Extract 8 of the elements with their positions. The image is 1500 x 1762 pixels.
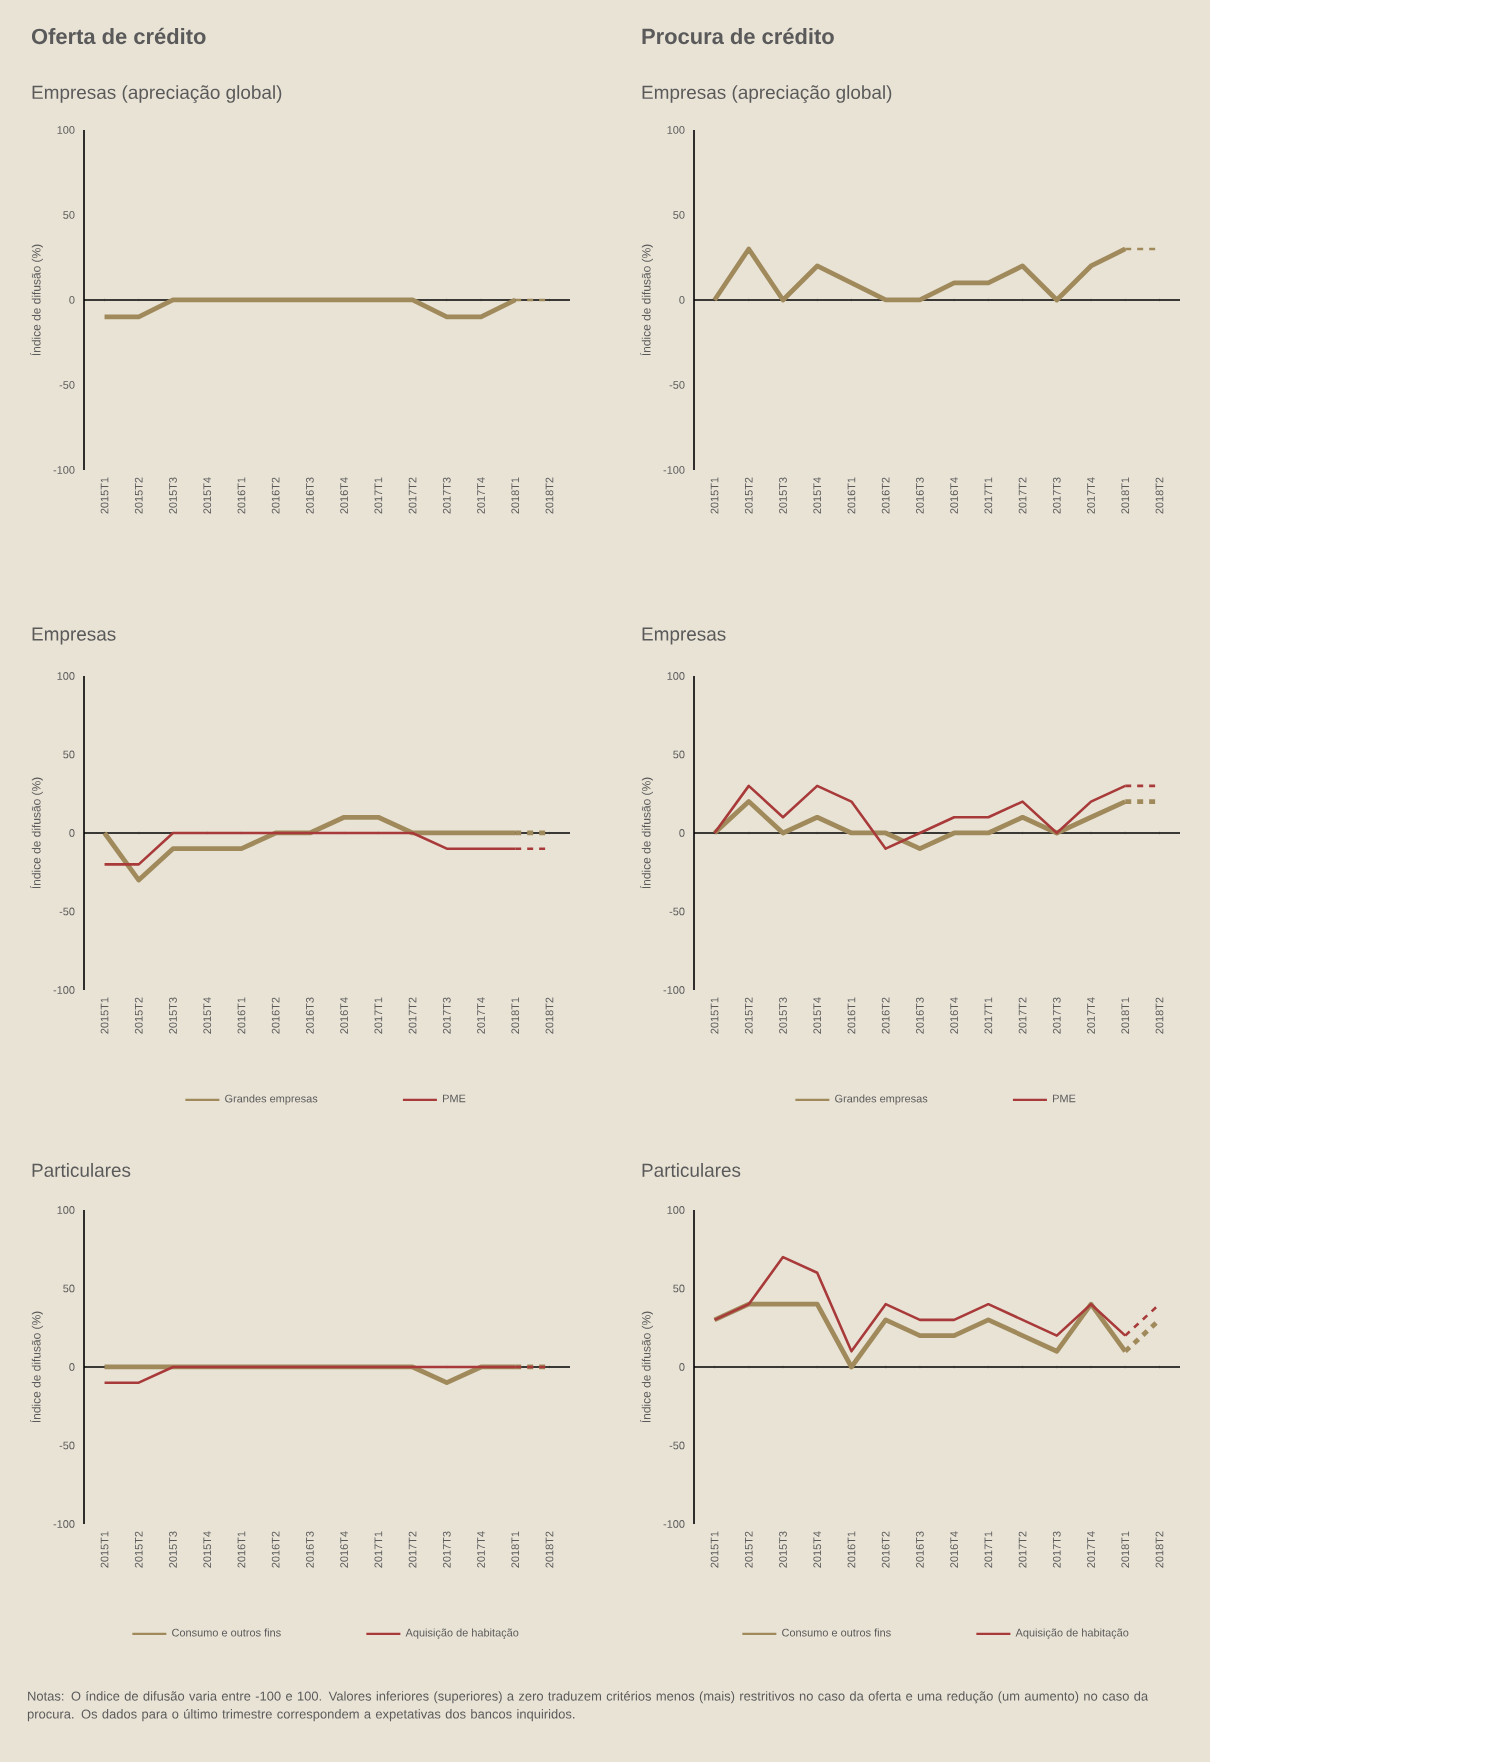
chart-title: Empresas bbox=[32, 627, 116, 645]
chart-title: Empresas bbox=[642, 627, 726, 645]
chart-title: Particulares bbox=[642, 1163, 741, 1177]
chart-subtitle: Empresas (apreciação global) bbox=[642, 85, 892, 103]
chart-title: Particulares bbox=[32, 1163, 131, 1177]
chart-title: Oferta de crédito bbox=[31, 27, 206, 45]
chart-subtitle: Empresas (apreciação global) bbox=[32, 85, 282, 103]
chart-title: Procura de crédito bbox=[642, 27, 834, 45]
